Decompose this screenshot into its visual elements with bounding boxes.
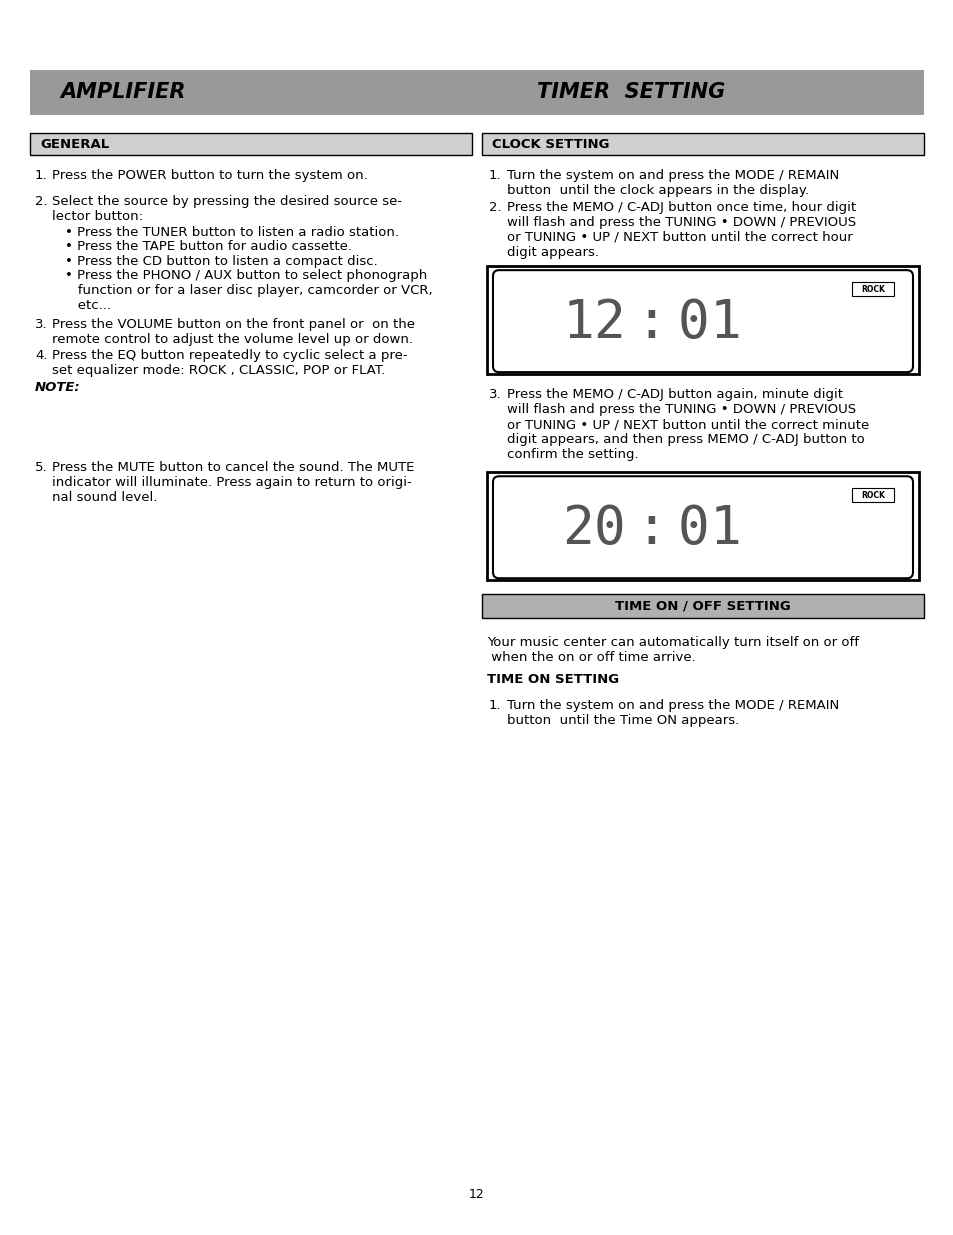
Text: Press the POWER button to turn the system on.: Press the POWER button to turn the syste…	[52, 169, 367, 182]
Bar	[481, 594, 923, 619]
Text: 2.: 2.	[35, 195, 48, 209]
Text: $\mathtt{20{:}01}$: $\mathtt{20{:}01}$	[561, 504, 740, 556]
Text: • Press the TUNER button to listen a radio station.: • Press the TUNER button to listen a rad…	[65, 226, 398, 238]
Text: TIME ON / OFF SETTING: TIME ON / OFF SETTING	[615, 600, 790, 613]
Text: AMPLIFIER: AMPLIFIER	[60, 83, 185, 103]
Text: • Press the PHONO / AUX button to select phonograph
   function or for a laser d: • Press the PHONO / AUX button to select…	[65, 269, 432, 312]
Bar	[30, 133, 472, 156]
Text: TIMER  SETTING: TIMER SETTING	[537, 83, 724, 103]
Text: • Press the CD button to listen a compact disc.: • Press the CD button to listen a compac…	[65, 254, 377, 268]
Bar	[30, 70, 923, 115]
Text: CLOCK SETTING: CLOCK SETTING	[492, 137, 609, 151]
Text: Your music center can automatically turn itself on or off
 when the on or off ti: Your music center can automatically turn…	[486, 636, 858, 664]
Text: 1.: 1.	[35, 169, 48, 182]
Text: • Press the TAPE button for audio cassette.: • Press the TAPE button for audio casset…	[65, 240, 352, 253]
Text: ROCK: ROCK	[861, 284, 884, 294]
Text: 2.: 2.	[489, 201, 501, 214]
FancyBboxPatch shape	[493, 477, 912, 578]
Bar	[851, 488, 893, 503]
Bar	[486, 472, 918, 580]
Text: 3.: 3.	[35, 317, 48, 331]
Text: 4.: 4.	[35, 350, 48, 362]
Text: Turn the system on and press the MODE / REMAIN
button  until the Time ON appears: Turn the system on and press the MODE / …	[506, 699, 839, 726]
Text: NOTE:: NOTE:	[35, 382, 81, 394]
Text: 5.: 5.	[35, 461, 48, 474]
Text: Press the MEMO / C-ADJ button again, minute digit
will flash and press the TUNIN: Press the MEMO / C-ADJ button again, min…	[506, 388, 868, 461]
Text: ROCK: ROCK	[861, 490, 884, 500]
Text: Turn the system on and press the MODE / REMAIN
button  until the clock appears i: Turn the system on and press the MODE / …	[506, 169, 839, 198]
Text: Press the MUTE button to cancel the sound. The MUTE
indicator will illuminate. P: Press the MUTE button to cancel the soun…	[52, 461, 414, 504]
Text: GENERAL: GENERAL	[40, 137, 110, 151]
Text: Select the source by pressing the desired source se-
lector button:: Select the source by pressing the desire…	[52, 195, 402, 224]
Text: $\mathtt{12{:}01}$: $\mathtt{12{:}01}$	[561, 298, 740, 350]
Bar	[851, 282, 893, 296]
Text: Press the VOLUME button on the front panel or  on the
remote control to adjust t: Press the VOLUME button on the front pan…	[52, 317, 415, 346]
Text: Press the MEMO / C-ADJ button once time, hour digit
will flash and press the TUN: Press the MEMO / C-ADJ button once time,…	[506, 201, 855, 259]
Text: Press the EQ button repeatedly to cyclic select a pre-
set equalizer mode: ROCK : Press the EQ button repeatedly to cyclic…	[52, 350, 407, 378]
Bar	[481, 133, 923, 156]
Text: 1.: 1.	[489, 699, 501, 711]
Text: 3.: 3.	[489, 388, 501, 401]
Bar	[486, 267, 918, 374]
Text: TIME ON SETTING: TIME ON SETTING	[486, 673, 618, 685]
Text: 12: 12	[469, 1188, 484, 1202]
Text: 1.: 1.	[489, 169, 501, 182]
FancyBboxPatch shape	[493, 270, 912, 372]
